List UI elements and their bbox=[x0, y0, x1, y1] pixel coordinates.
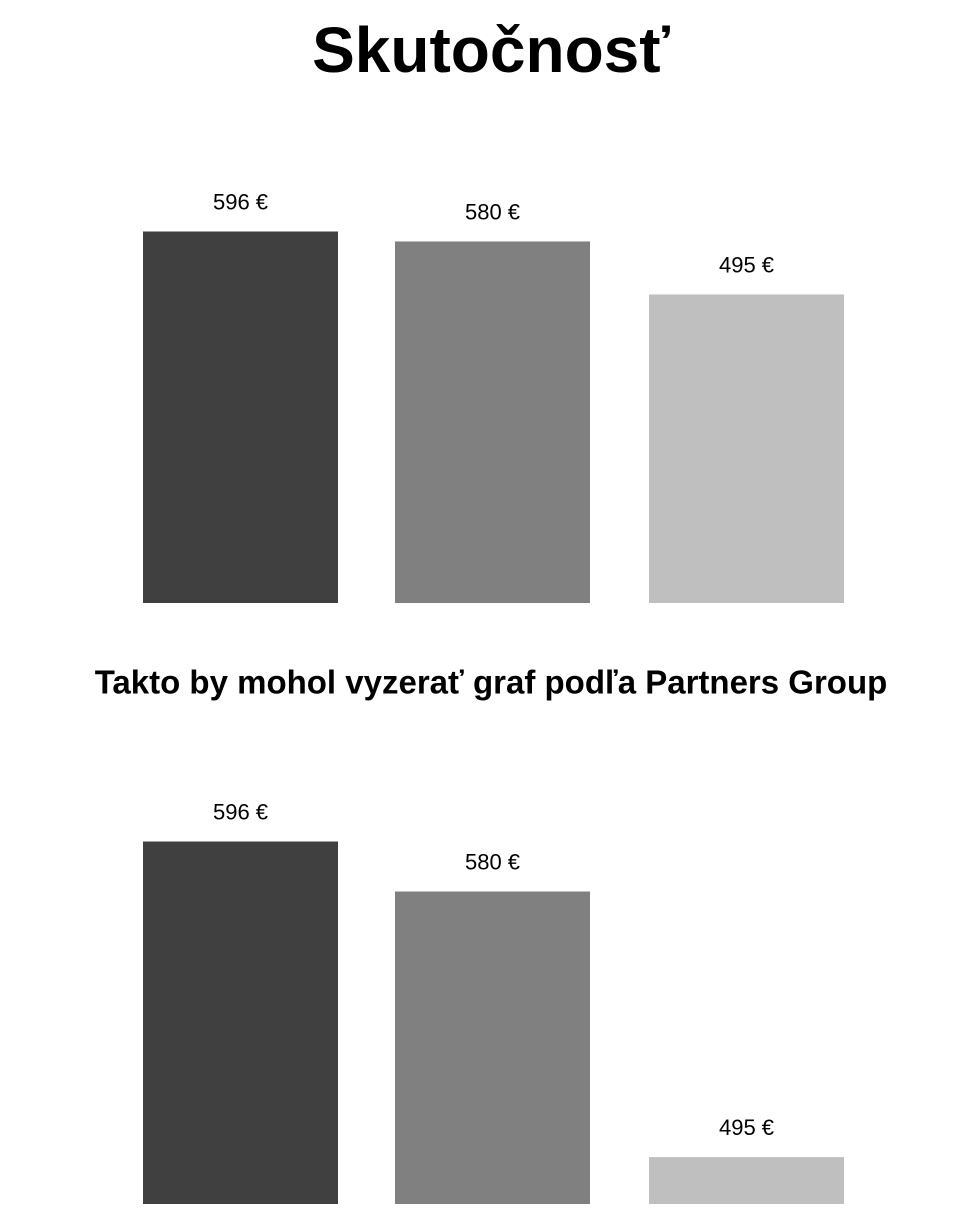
value-label: 596 € bbox=[213, 799, 268, 824]
value-label: 596 € bbox=[213, 189, 268, 214]
chart-title: Skutočnosť bbox=[312, 14, 670, 86]
bar bbox=[143, 841, 338, 1204]
bar bbox=[649, 1157, 844, 1204]
bar bbox=[649, 294, 844, 603]
bar bbox=[395, 241, 590, 603]
bar bbox=[143, 231, 338, 603]
value-label: 580 € bbox=[465, 199, 520, 224]
value-label: 495 € bbox=[719, 252, 774, 277]
bar bbox=[395, 891, 590, 1204]
value-label: 580 € bbox=[465, 849, 520, 874]
value-label: 495 € bbox=[719, 1115, 774, 1140]
chart-subtitle: Takto by mohol vyzerať graf podľa Partne… bbox=[95, 664, 888, 701]
